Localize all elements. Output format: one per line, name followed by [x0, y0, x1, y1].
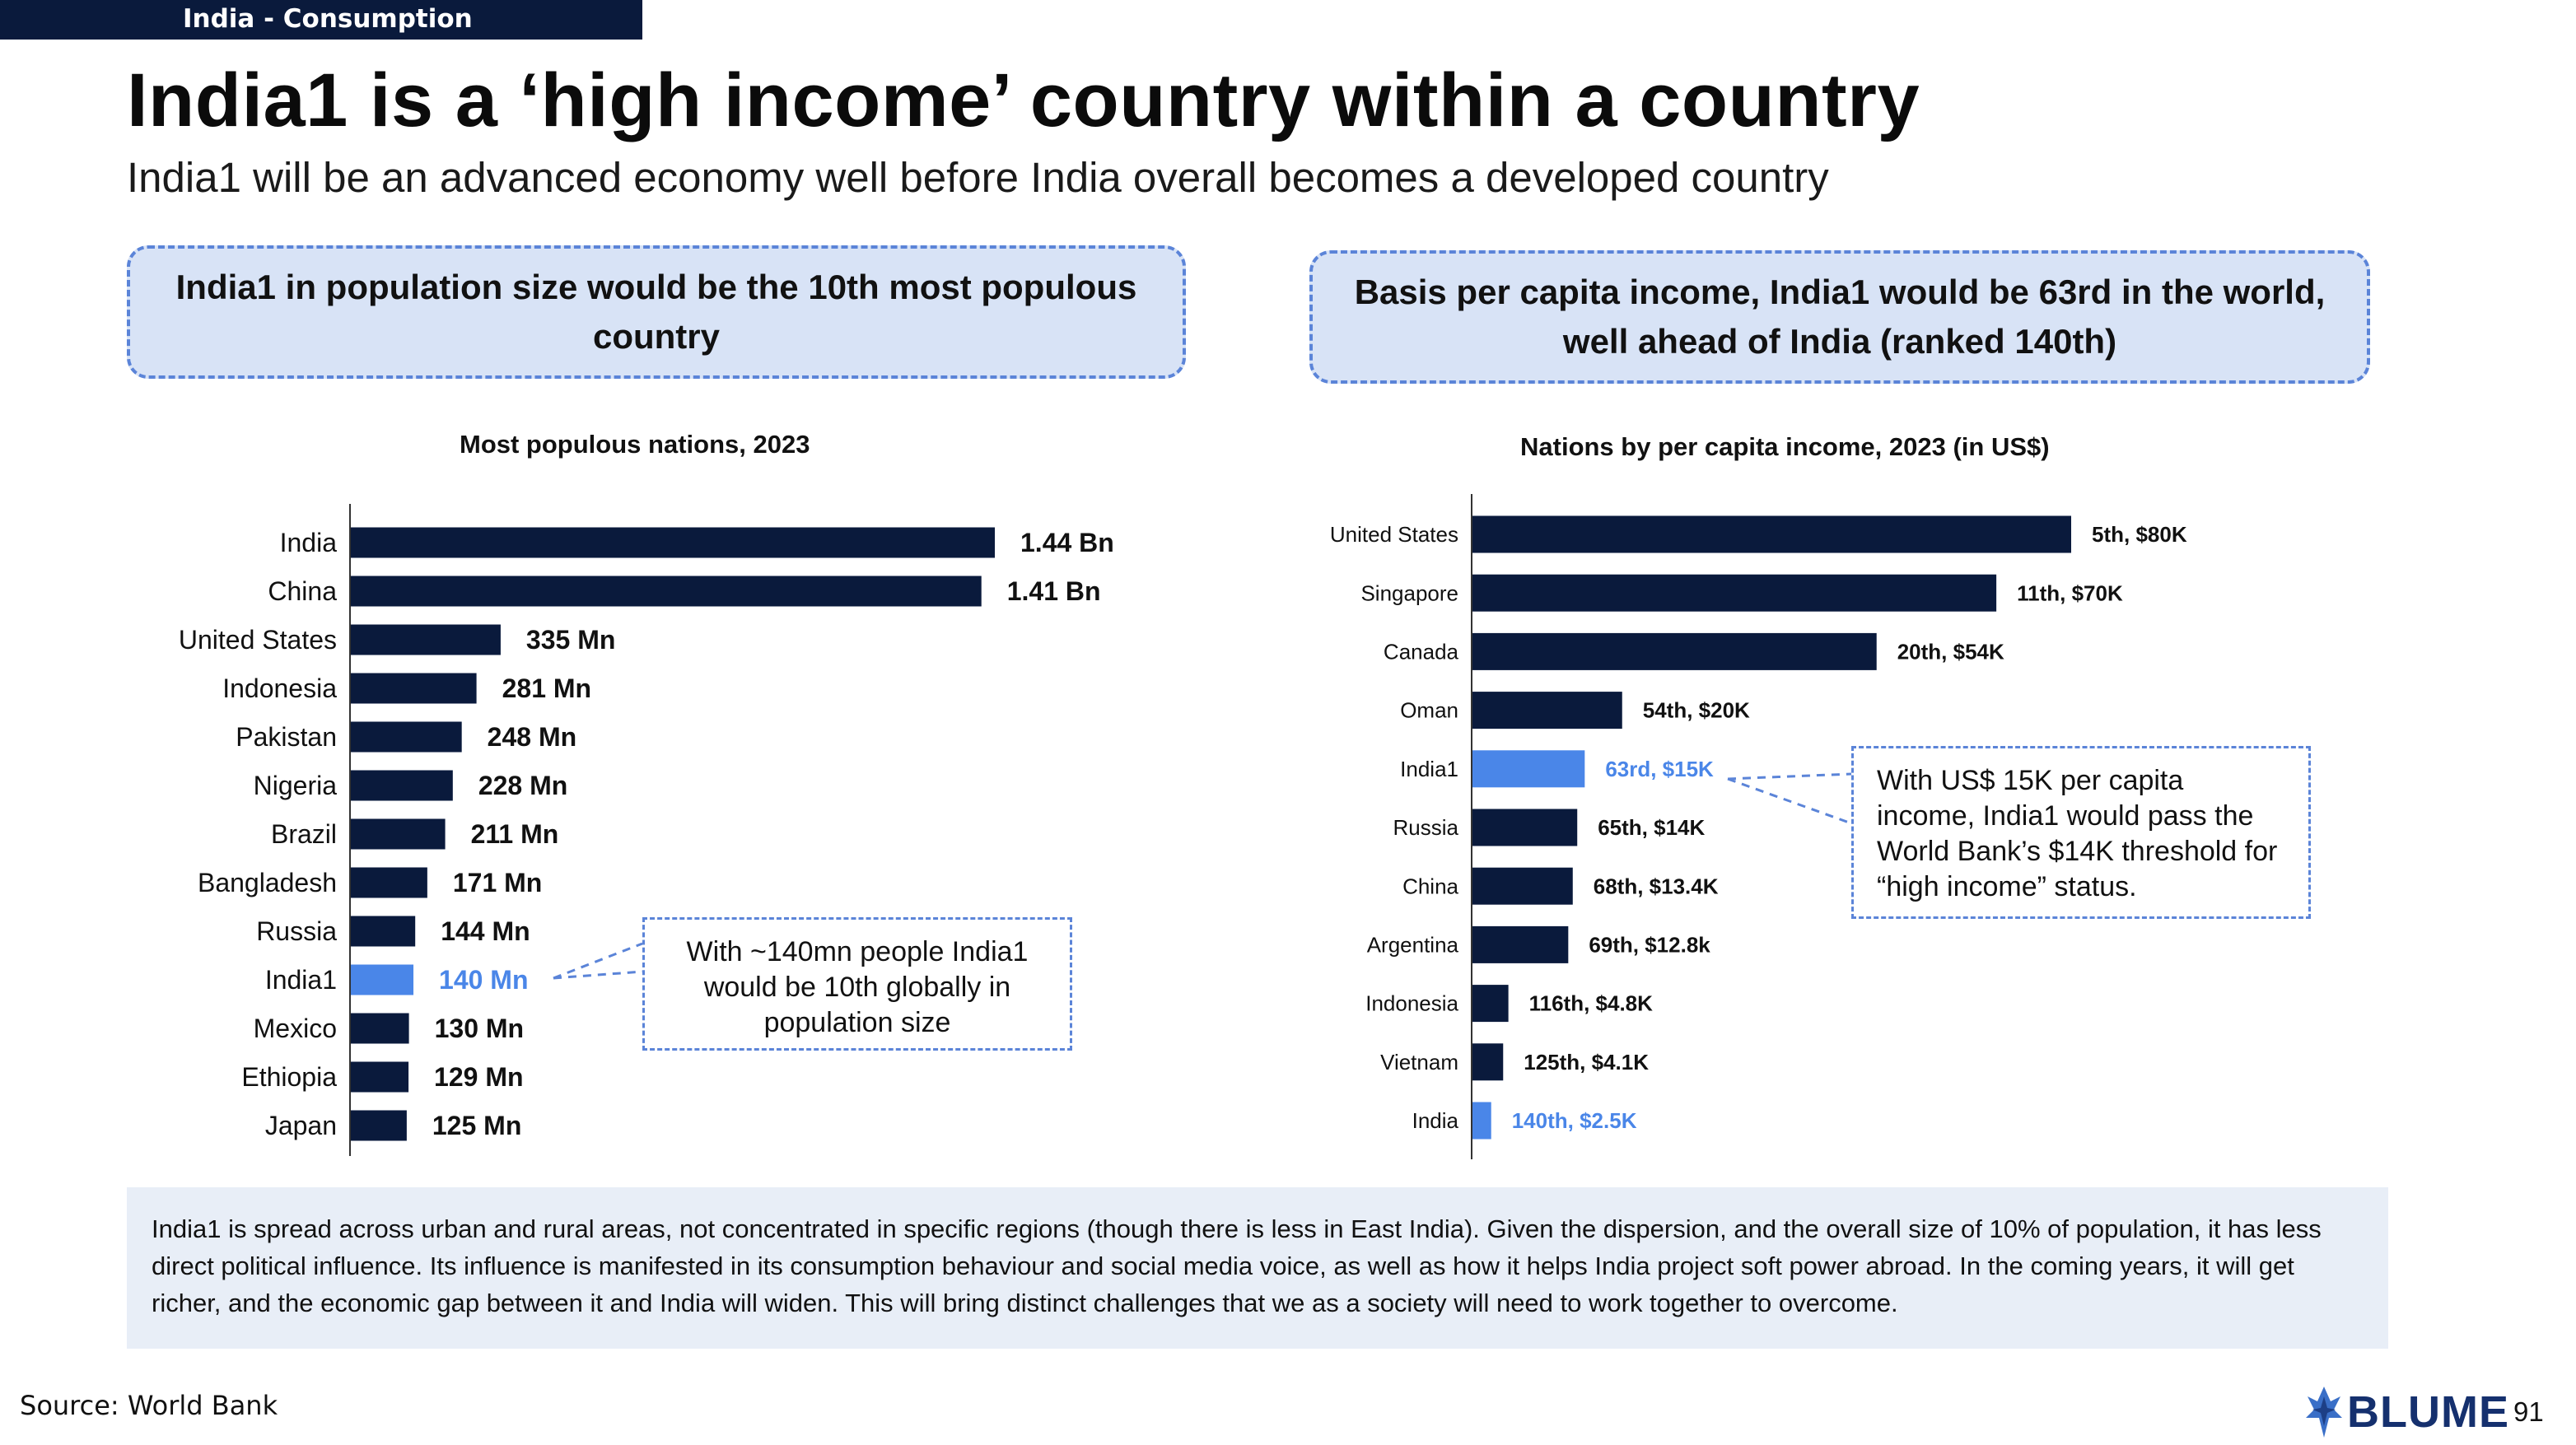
category-label-united-states: United States — [179, 625, 337, 655]
bar-india — [351, 527, 995, 558]
income-note: With US$ 15K per capita income, India1 w… — [1851, 746, 2311, 919]
value-label-vietnam: 125th, $4.1K — [1524, 1050, 1649, 1074]
right-callout: Basis per capita income, India1 would be… — [1309, 250, 2370, 384]
category-label-oman: Oman — [1400, 698, 1458, 723]
value-label-india: 140th, $2.5K — [1512, 1108, 1637, 1133]
population-connector-lower — [553, 970, 643, 980]
bar-india — [1472, 1102, 1491, 1140]
category-label-japan: Japan — [265, 1111, 337, 1140]
category-label-united-states: United States — [1330, 522, 1458, 547]
value-label-singapore: 11th, $70K — [2017, 580, 2123, 605]
value-label-ethiopia: 129 Mn — [434, 1062, 523, 1092]
population-connector-upper — [553, 942, 643, 980]
bar-singapore — [1472, 574, 1997, 612]
category-label-pakistan: Pakistan — [236, 722, 337, 752]
value-label-russia: 144 Mn — [441, 916, 530, 946]
bar-india1 — [1472, 750, 1585, 788]
value-label-nigeria: 228 Mn — [478, 771, 567, 800]
value-label-united-states: 5th, $80K — [2092, 522, 2187, 547]
income-bar-chart: United States 5th, $80K Singapore 11th, $70… — [1330, 494, 2187, 1159]
bar-india1 — [351, 964, 414, 995]
category-label-bangladesh: Bangladesh — [198, 868, 337, 897]
bar-russia — [351, 916, 416, 947]
bar-argentina — [1472, 925, 1569, 963]
bar-pakistan — [351, 721, 462, 753]
category-label-canada: Canada — [1384, 640, 1459, 664]
population-chart-title: Most populous nations, 2023 — [460, 430, 810, 459]
bar-united-states — [1472, 515, 2071, 553]
value-label-japan: 125 Mn — [432, 1111, 521, 1140]
section-tag: India - Consumption — [0, 0, 642, 40]
value-label-india1: 140 Mn — [439, 965, 528, 995]
value-label-canada: 20th, $54K — [1897, 640, 2004, 664]
category-label-ethiopia: Ethiopia — [241, 1062, 337, 1092]
income-connector-upper — [1727, 772, 1852, 781]
category-label-argentina: Argentina — [1367, 933, 1459, 958]
value-label-mexico: 130 Mn — [435, 1014, 524, 1043]
value-label-indonesia: 116th, $4.8K — [1529, 991, 1654, 1016]
footer-summary: India1 is spread across urban and rural … — [127, 1187, 2388, 1349]
bar-oman — [1472, 692, 1622, 729]
category-label-indonesia: Indonesia — [1365, 991, 1458, 1016]
bar-mexico — [351, 1013, 409, 1044]
logo-mark-icon — [2306, 1387, 2342, 1438]
category-label-nigeria: Nigeria — [254, 771, 338, 800]
value-label-india: 1.44 Bn — [1020, 528, 1114, 557]
category-label-vietnam: Vietnam — [1380, 1050, 1458, 1074]
category-label-russia: Russia — [256, 916, 337, 946]
callout-connectors — [553, 772, 1852, 980]
value-label-china: 1.41 Bn — [1007, 576, 1101, 606]
bar-japan — [351, 1110, 407, 1141]
bar-russia — [1472, 809, 1578, 846]
value-label-india1: 63rd, $15K — [1605, 757, 1714, 781]
category-label-mexico: Mexico — [254, 1014, 337, 1043]
bar-canada — [1472, 632, 1877, 670]
value-label-argentina: 69th, $12.8k — [1589, 933, 1710, 958]
logo-text: BLUME — [2347, 1387, 2509, 1437]
source-note: Source: World Bank — [20, 1390, 278, 1421]
category-label-indonesia: Indonesia — [222, 674, 337, 703]
value-label-brazil: 211 Mn — [471, 819, 559, 849]
category-label-china: China — [268, 576, 337, 606]
bar-ethiopia — [351, 1061, 409, 1093]
bar-vietnam — [1472, 1043, 1504, 1081]
category-label-india1: India1 — [1400, 757, 1458, 781]
blume-logo: BLUME — [2306, 1385, 2509, 1439]
value-label-oman: 54th, $20K — [1643, 698, 1750, 723]
bar-indonesia — [1472, 985, 1509, 1023]
category-label-russia: Russia — [1393, 815, 1459, 840]
bar-brazil — [351, 818, 446, 850]
page-number: 91 — [2513, 1396, 2544, 1427]
value-label-pakistan: 248 Mn — [488, 722, 576, 752]
population-note: With ~140mn people India1 would be 10th … — [642, 917, 1072, 1051]
income-chart-title: Nations by per capita income, 2023 (in U… — [1520, 432, 2050, 461]
category-label-singapore: Singapore — [1360, 580, 1458, 605]
category-label-india1: India1 — [265, 965, 337, 995]
population-bar-chart: India 1.44 Bn China 1.41 Bn United States 335… — [179, 504, 1114, 1156]
category-label-china: China — [1402, 874, 1458, 898]
bar-nigeria — [351, 770, 453, 801]
bar-china — [1472, 867, 1573, 905]
category-label-brazil: Brazil — [271, 819, 337, 849]
value-label-russia: 65th, $14K — [1598, 815, 1705, 840]
bar-indonesia — [351, 673, 477, 704]
bar-bangladesh — [351, 867, 427, 898]
page-title: India1 is a ‘high income’ country within… — [127, 58, 1920, 142]
bar-china — [351, 576, 982, 607]
category-label-india: India — [280, 528, 338, 557]
value-label-bangladesh: 171 Mn — [453, 868, 542, 897]
bar-united-states — [351, 624, 501, 655]
category-label-india: India — [1412, 1108, 1459, 1133]
income-connector-lower — [1727, 777, 1852, 825]
page-subtitle: India1 will be an advanced economy well … — [127, 154, 1829, 201]
value-label-indonesia: 281 Mn — [502, 674, 591, 703]
value-label-china: 68th, $13.4K — [1594, 874, 1719, 898]
value-label-united-states: 335 Mn — [526, 625, 615, 655]
left-callout: India1 in population size would be the 1… — [127, 245, 1186, 379]
